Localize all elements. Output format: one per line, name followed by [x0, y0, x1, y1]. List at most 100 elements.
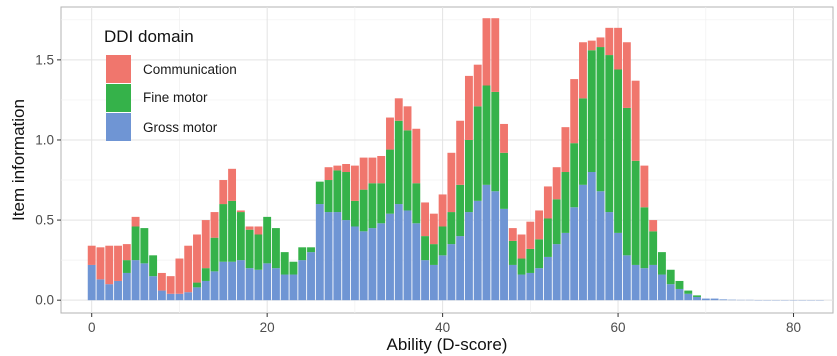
bar-gross-motor: [666, 284, 675, 301]
bar-fine-motor: [543, 218, 552, 257]
bar-fine-motor: [482, 85, 491, 185]
bar-gross-motor: [403, 210, 412, 301]
bar-communication: [614, 27, 623, 70]
bar-gross-motor: [271, 268, 280, 301]
bar-fine-motor: [307, 247, 315, 253]
bar-gross-motor: [254, 269, 263, 301]
bar-fine-motor: [675, 280, 684, 289]
bar-gross-motor: [157, 290, 166, 301]
x-tick-label: 60: [611, 320, 626, 335]
bar-communication: [631, 80, 640, 161]
bar-fine-motor: [631, 160, 640, 265]
bar-communication: [122, 244, 131, 261]
bar-gross-motor: [622, 255, 631, 301]
bar-communication: [324, 167, 333, 181]
bar-gross-motor: [394, 204, 403, 301]
bar-gross-motor: [500, 208, 508, 301]
bar-fine-motor: [254, 234, 263, 270]
legend-label-communication: Communication: [143, 62, 237, 77]
y-tick-label: 1.0: [35, 132, 54, 147]
bar-fine-motor: [596, 47, 605, 192]
bar-gross-motor: [675, 288, 684, 301]
bar-communication: [500, 123, 508, 153]
bar-gross-motor: [605, 212, 614, 301]
bar-fine-motor: [131, 226, 140, 261]
bar-communication: [114, 245, 122, 281]
bar-communication: [368, 157, 377, 184]
bar-gross-motor: [236, 260, 245, 301]
bar-gross-motor: [579, 184, 587, 301]
legend-swatch-communication: [106, 55, 131, 83]
legend-title: DDI domain: [104, 27, 194, 46]
bar-fine-motor: [149, 255, 158, 277]
bar-gross-motor: [96, 279, 105, 301]
legend: DDI domain Communication Fine motor Gros…: [104, 27, 237, 141]
bar-communication: [193, 234, 201, 283]
bar-gross-motor: [289, 274, 298, 301]
bar-communication: [482, 18, 491, 86]
bar-communication: [96, 247, 105, 280]
bar-communication: [447, 152, 456, 213]
bar-fine-motor: [333, 170, 342, 213]
bar-fine-motor: [649, 231, 658, 265]
bar-fine-motor: [570, 143, 579, 208]
bar-fine-motor: [447, 212, 456, 245]
bar-gross-motor: [710, 298, 719, 301]
bar-fine-motor: [438, 226, 447, 256]
bar-gross-motor: [640, 268, 649, 301]
bar-fine-motor: [640, 207, 649, 269]
y-tick-label: 0.0: [35, 293, 54, 308]
bar-communication: [210, 212, 219, 238]
bar-fine-motor: [693, 295, 701, 297]
bar-fine-motor: [535, 239, 544, 269]
y-axis-title: Item information: [9, 99, 28, 221]
bar-gross-motor: [649, 264, 658, 301]
bar-gross-motor: [552, 244, 561, 301]
bar-gross-motor: [193, 287, 201, 301]
bar-fine-motor: [377, 183, 386, 224]
bar-fine-motor: [236, 212, 245, 261]
bar-gross-motor: [491, 191, 500, 301]
bar-communication: [184, 245, 193, 293]
bar-gross-motor: [693, 296, 701, 301]
bar-communication: [175, 258, 184, 294]
bar-communication: [570, 79, 579, 144]
bar-gross-motor: [438, 255, 447, 301]
bar-gross-motor: [280, 274, 289, 301]
bar-gross-motor: [105, 284, 114, 301]
x-tick-label: 0: [88, 320, 96, 335]
bar-fine-motor: [324, 180, 333, 213]
bar-communication: [543, 186, 552, 219]
bar-gross-motor: [421, 260, 430, 301]
bar-fine-motor: [473, 106, 482, 201]
bar-communication: [245, 226, 254, 230]
bar-gross-motor: [149, 276, 158, 301]
bar-gross-motor: [324, 212, 333, 301]
bar-gross-motor: [684, 293, 693, 301]
bar-communication: [561, 127, 570, 173]
bar-fine-motor: [271, 228, 280, 269]
bar-communication: [587, 40, 596, 51]
bar-fine-motor: [280, 252, 289, 275]
bar-gross-motor: [307, 252, 315, 301]
bar-gross-motor: [517, 274, 526, 301]
bar-communication: [552, 167, 561, 200]
bar-gross-motor: [464, 212, 473, 301]
bar-communication: [131, 216, 140, 227]
bar-communication: [87, 245, 96, 265]
bar-gross-motor: [359, 231, 368, 301]
bar-communication: [342, 164, 351, 173]
bar-communication: [394, 98, 403, 121]
bar-fine-motor: [657, 252, 666, 275]
bar-gross-motor: [482, 184, 491, 301]
bar-gross-motor: [701, 298, 710, 301]
bar-fine-motor: [315, 181, 324, 205]
legend-label-fine-motor: Fine motor: [143, 90, 208, 105]
bar-fine-motor: [386, 149, 394, 214]
bar-fine-motor: [201, 268, 210, 281]
bar-fine-motor: [394, 120, 403, 205]
bar-gross-motor: [368, 228, 377, 301]
bar-gross-motor: [122, 272, 131, 301]
bar-fine-motor: [491, 91, 500, 192]
bar-gross-motor: [210, 271, 219, 301]
